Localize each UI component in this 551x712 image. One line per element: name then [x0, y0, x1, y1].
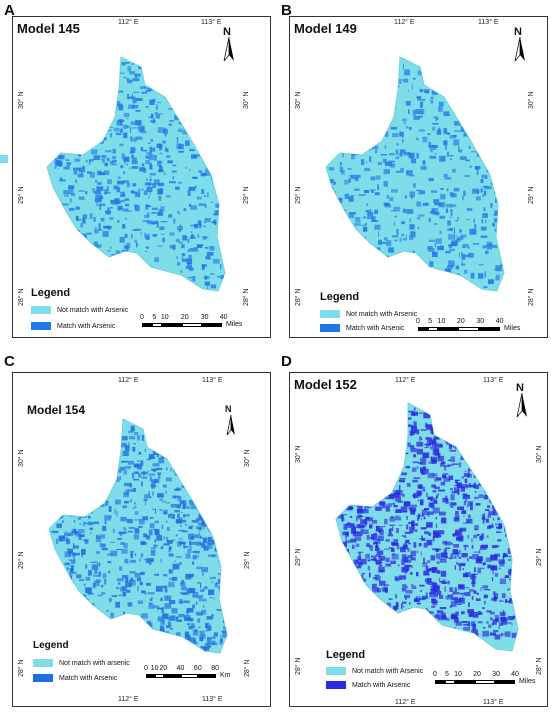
legend-swatch-match-b — [320, 324, 340, 332]
legend-item-match-b: Match with Arsenic — [320, 324, 404, 332]
legend-label-match-b: Match with Arsenic — [346, 324, 405, 332]
legend-label-match-d: Match with Arsenic — [352, 681, 411, 689]
legend-label-not-match-c: Not match with arsenic — [59, 659, 130, 667]
right-coord-28-c: 28° N — [244, 659, 251, 677]
top-coord-left-a: 112° E — [118, 19, 139, 26]
map-region-a — [46, 56, 226, 292]
bottom-coord-right-c: 113° E — [202, 696, 223, 703]
left-coord-29-d: 29° N — [295, 548, 302, 566]
left-coord-29-a: 29° N — [18, 186, 25, 204]
panel-title-a: Model 145 — [17, 21, 80, 36]
panel-letter-a: A — [4, 2, 15, 19]
left-coord-28-b: 28° N — [295, 288, 302, 306]
top-coord-left-c: 112° E — [118, 377, 139, 384]
legend-item-match-a: Match with Arsenic — [31, 322, 115, 330]
legend-swatch-not-match-a — [31, 306, 51, 314]
panel-letter-d: D — [281, 353, 292, 370]
north-arrow-icon-c: N — [223, 405, 239, 439]
left-coord-28-d: 28° N — [295, 657, 302, 675]
legend-item-match-d: Match with Arsenic — [326, 681, 410, 689]
top-coord-right-a: 113° E — [201, 19, 222, 26]
left-coord-28-c: 28° N — [18, 659, 25, 677]
legend-title-a: Legend — [31, 287, 71, 299]
scale-bar-c: 0 10 20 40 60 80 Km — [144, 665, 231, 679]
map-panel-d: Model 152 112° E 113° E 112° E 113° E 30… — [289, 372, 548, 707]
legend-label-match-a: Match with Arsenic — [57, 322, 116, 330]
map-region-d — [335, 402, 519, 652]
north-arrow-icon-b: N — [510, 27, 530, 65]
top-coord-right-c: 113° E — [202, 377, 223, 384]
legend-title-c: Legend — [33, 640, 69, 651]
scale-bar-a: 0 5 10 20 30 40 Miles — [140, 314, 243, 328]
legend-item-match-c: Match with Arsenic — [33, 674, 117, 682]
legend-item-not-match-b: Not match with Arsenic — [320, 310, 417, 318]
legend-swatch-match-c — [33, 674, 53, 682]
map-panel-b: Model 149 112° E 113° E 30° N 29° N 28° … — [289, 16, 548, 338]
legend-swatch-not-match-c — [33, 659, 53, 667]
left-coord-30-b: 30° N — [295, 91, 302, 109]
north-arrow-icon-a: N — [219, 27, 239, 65]
map-panel-a: Model 145 112° E 113° E 30° N 29° N 28° … — [12, 16, 271, 338]
panel-letter-c: C — [4, 353, 15, 370]
left-coord-28-a: 28° N — [18, 288, 25, 306]
legend-label-not-match-d: Not match with Arsenic — [352, 667, 424, 675]
panel-title-d: Model 152 — [294, 377, 357, 392]
legend-swatch-match-d — [326, 681, 346, 689]
left-coord-29-b: 29° N — [295, 186, 302, 204]
map-panel-c: Model 154 112° E 113° E 112° E 113° E 30… — [12, 372, 271, 707]
map-region-b — [325, 56, 505, 292]
legend-title-d: Legend — [326, 649, 366, 661]
top-coord-left-d: 112° E — [395, 377, 416, 384]
legend-title-b: Legend — [320, 291, 360, 303]
panel-title-b: Model 149 — [294, 21, 357, 36]
top-coord-right-d: 113° E — [483, 377, 504, 384]
north-arrow-icon-d: N — [512, 383, 532, 421]
scale-bar-d: 0 5 10 20 30 40 Miles — [433, 671, 536, 685]
left-coord-29-c: 29° N — [18, 551, 25, 569]
top-coord-left-b: 112° E — [394, 19, 415, 26]
top-coord-right-b: 113° E — [478, 19, 499, 26]
bottom-coord-left-c: 112° E — [118, 696, 139, 703]
legend-swatch-not-match-b — [320, 310, 340, 318]
legend-item-not-match-d: Not match with Arsenic — [326, 667, 423, 675]
map-region-c — [48, 418, 228, 654]
legend-item-not-match-c: Not match with arsenic — [33, 659, 130, 667]
left-coord-30-c: 30° N — [18, 449, 25, 467]
legend-item-not-match-a: Not match with Arsenic — [31, 306, 128, 314]
legend-label-not-match-a: Not match with Arsenic — [57, 306, 129, 314]
left-coord-30-a: 30° N — [18, 91, 25, 109]
legend-label-not-match-b: Not match with Arsenic — [346, 310, 418, 318]
left-coord-30-d: 30° N — [295, 445, 302, 463]
legend-swatch-not-match-d — [326, 667, 346, 675]
legend-swatch-match-a — [31, 322, 51, 330]
bottom-coord-right-d: 113° E — [483, 699, 504, 706]
scale-bar-b: 0 5 10 20 30 40 Miles — [416, 318, 521, 332]
panel-title-c: Model 154 — [27, 403, 86, 417]
bottom-coord-left-d: 112° E — [395, 699, 416, 706]
left-marker — [0, 155, 8, 163]
legend-label-match-c: Match with Arsenic — [59, 674, 118, 682]
panel-letter-b: B — [281, 2, 292, 19]
